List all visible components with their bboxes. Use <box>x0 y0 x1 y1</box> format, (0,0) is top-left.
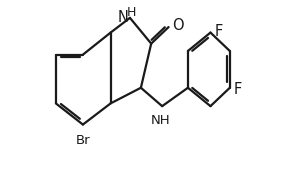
Text: F: F <box>233 82 242 97</box>
Text: NH: NH <box>151 114 171 127</box>
Text: O: O <box>172 18 184 33</box>
Text: H: H <box>127 6 136 19</box>
Text: Br: Br <box>76 134 90 147</box>
Text: N: N <box>117 10 128 25</box>
Text: F: F <box>214 23 222 39</box>
